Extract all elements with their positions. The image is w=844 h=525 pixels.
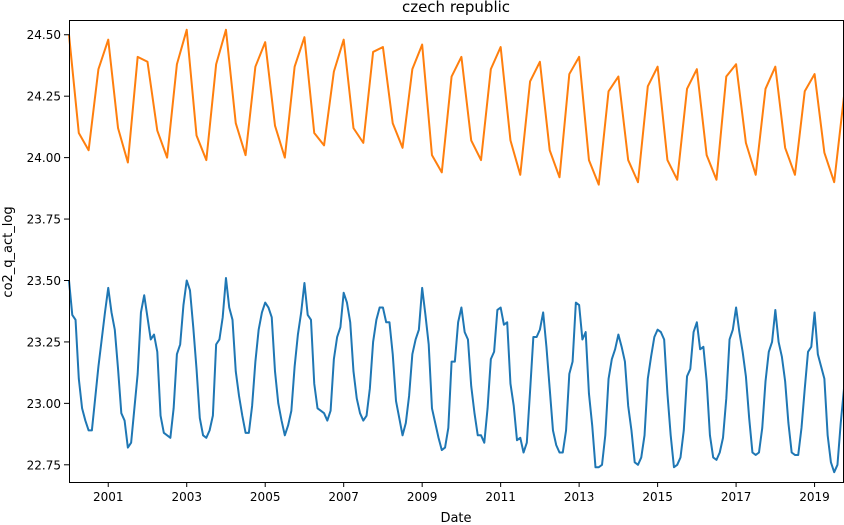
series-line-2 bbox=[68, 277, 844, 474]
x-tick-label: 2013 bbox=[564, 490, 595, 504]
y-axis-label: co2_q_act_log bbox=[1, 206, 16, 297]
series-layer bbox=[68, 28, 844, 474]
x-axis-label: Date bbox=[440, 511, 471, 525]
plot-frame bbox=[69, 20, 844, 483]
y-tick-label: 24.25 bbox=[27, 90, 61, 104]
x-tick-label: 2003 bbox=[171, 490, 202, 504]
x-tick-label: 2017 bbox=[721, 490, 752, 504]
y-tick-label: 24.00 bbox=[27, 151, 61, 165]
x-tick-label: 2001 bbox=[93, 490, 124, 504]
y-tick-label: 24.50 bbox=[27, 28, 61, 42]
series-line-1 bbox=[68, 28, 844, 186]
y-tick-label: 22.75 bbox=[27, 458, 61, 472]
x-tick-label: 2007 bbox=[328, 490, 359, 504]
y-tick-label: 23.25 bbox=[27, 335, 61, 349]
x-axis-ticks: 2001 2003 2005 2007 2009 2011 2013 2015 2017 2019 bbox=[93, 482, 830, 504]
x-tick-label: 2011 bbox=[485, 490, 516, 504]
x-tick-label: 2019 bbox=[799, 490, 830, 504]
y-tick-label: 23.00 bbox=[27, 397, 61, 411]
x-tick-label: 2009 bbox=[407, 490, 438, 504]
chart-title: czech republic bbox=[402, 0, 510, 16]
y-axis-ticks: 22.75 23.00 23.25 23.50 23.75 24.00 24.25 24.50 bbox=[27, 28, 69, 472]
y-tick-label: 23.75 bbox=[27, 213, 61, 227]
x-tick-label: 2015 bbox=[642, 490, 673, 504]
x-tick-label: 2005 bbox=[250, 490, 281, 504]
y-tick-label: 23.50 bbox=[27, 274, 61, 288]
